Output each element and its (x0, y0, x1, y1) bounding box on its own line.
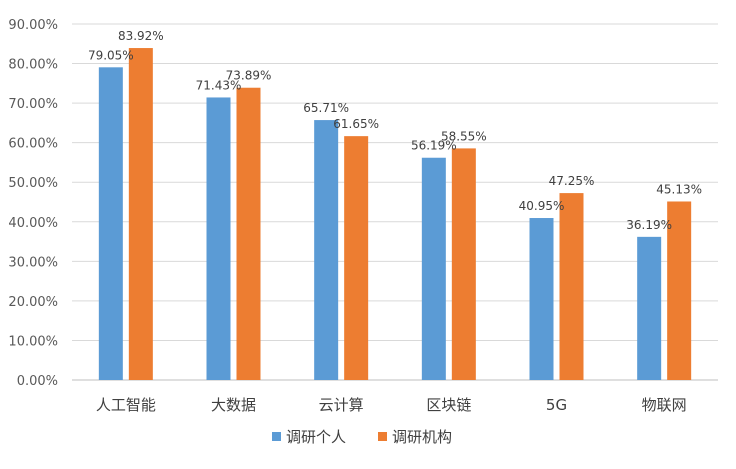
y-axis-tick-labels: 0.00% 10.00% 20.00% 30.00% 40.00% 50.00% 60.00… (8, 18, 58, 389)
data-label: 71.43% (196, 78, 242, 92)
y-tick-label: 10.00% (8, 334, 58, 349)
legend-swatch (272, 432, 281, 441)
y-tick-label: 50.00% (8, 176, 58, 191)
legend-label: 调研个人 (286, 428, 346, 446)
data-label: 73.89% (226, 69, 272, 83)
bar-institution (559, 193, 584, 380)
x-category-label: 云计算 (319, 396, 364, 414)
bar-individual (98, 67, 123, 381)
legend: 调研个人 调研机构 (272, 428, 452, 446)
data-label: 56.19% (411, 139, 457, 153)
bar-institution (344, 136, 369, 380)
bar-institution (451, 148, 476, 380)
x-category-label: 人工智能 (96, 396, 156, 414)
x-category-label: 物联网 (642, 396, 687, 414)
data-label: 65.71% (303, 101, 349, 115)
data-labels: 79.05% 83.92% 71.43%73.89% 65.71% 61.65% 56.1… (88, 29, 702, 232)
x-category-label: 大数据 (211, 396, 256, 414)
bar-individual (529, 218, 554, 380)
y-tick-label: 0.00% (17, 374, 58, 389)
x-axis-category-labels: 人工智能 大数据 云计算 区块链 5G 物联网 (96, 396, 687, 414)
data-label: 45.13% (656, 182, 702, 196)
legend-label: 调研机构 (392, 428, 452, 446)
x-category-label: 5G (546, 396, 567, 414)
y-tick-label: 70.00% (8, 97, 58, 112)
data-label: 83.92% (118, 29, 164, 43)
y-tick-label: 80.00% (8, 58, 58, 73)
bar-institution (236, 87, 261, 380)
y-tick-label: 90.00% (8, 18, 58, 33)
y-tick-label: 60.00% (8, 137, 58, 152)
legend-item: 调研个人 (272, 428, 346, 446)
legend-swatch (378, 432, 387, 441)
y-tick-label: 20.00% (8, 295, 58, 310)
data-label: 36.19% (626, 218, 672, 232)
bar-individual (421, 157, 446, 380)
y-tick-label: 30.00% (8, 255, 58, 270)
legend-item: 调研机构 (378, 428, 452, 446)
data-label: 61.65% (333, 117, 379, 131)
bar-individual (314, 120, 339, 380)
data-label: 40.95% (519, 199, 565, 213)
bar-individual (637, 236, 662, 380)
y-tick-label: 40.00% (8, 216, 58, 231)
bars (98, 48, 692, 381)
data-label: 79.05% (88, 48, 134, 62)
bar-individual (206, 97, 231, 381)
data-label: 47.25% (549, 174, 595, 188)
bar-institution (128, 48, 153, 381)
data-label: 58.55% (441, 129, 487, 143)
bar-institution (667, 201, 692, 380)
x-category-label: 区块链 (426, 396, 471, 414)
gridlines (72, 23, 718, 381)
